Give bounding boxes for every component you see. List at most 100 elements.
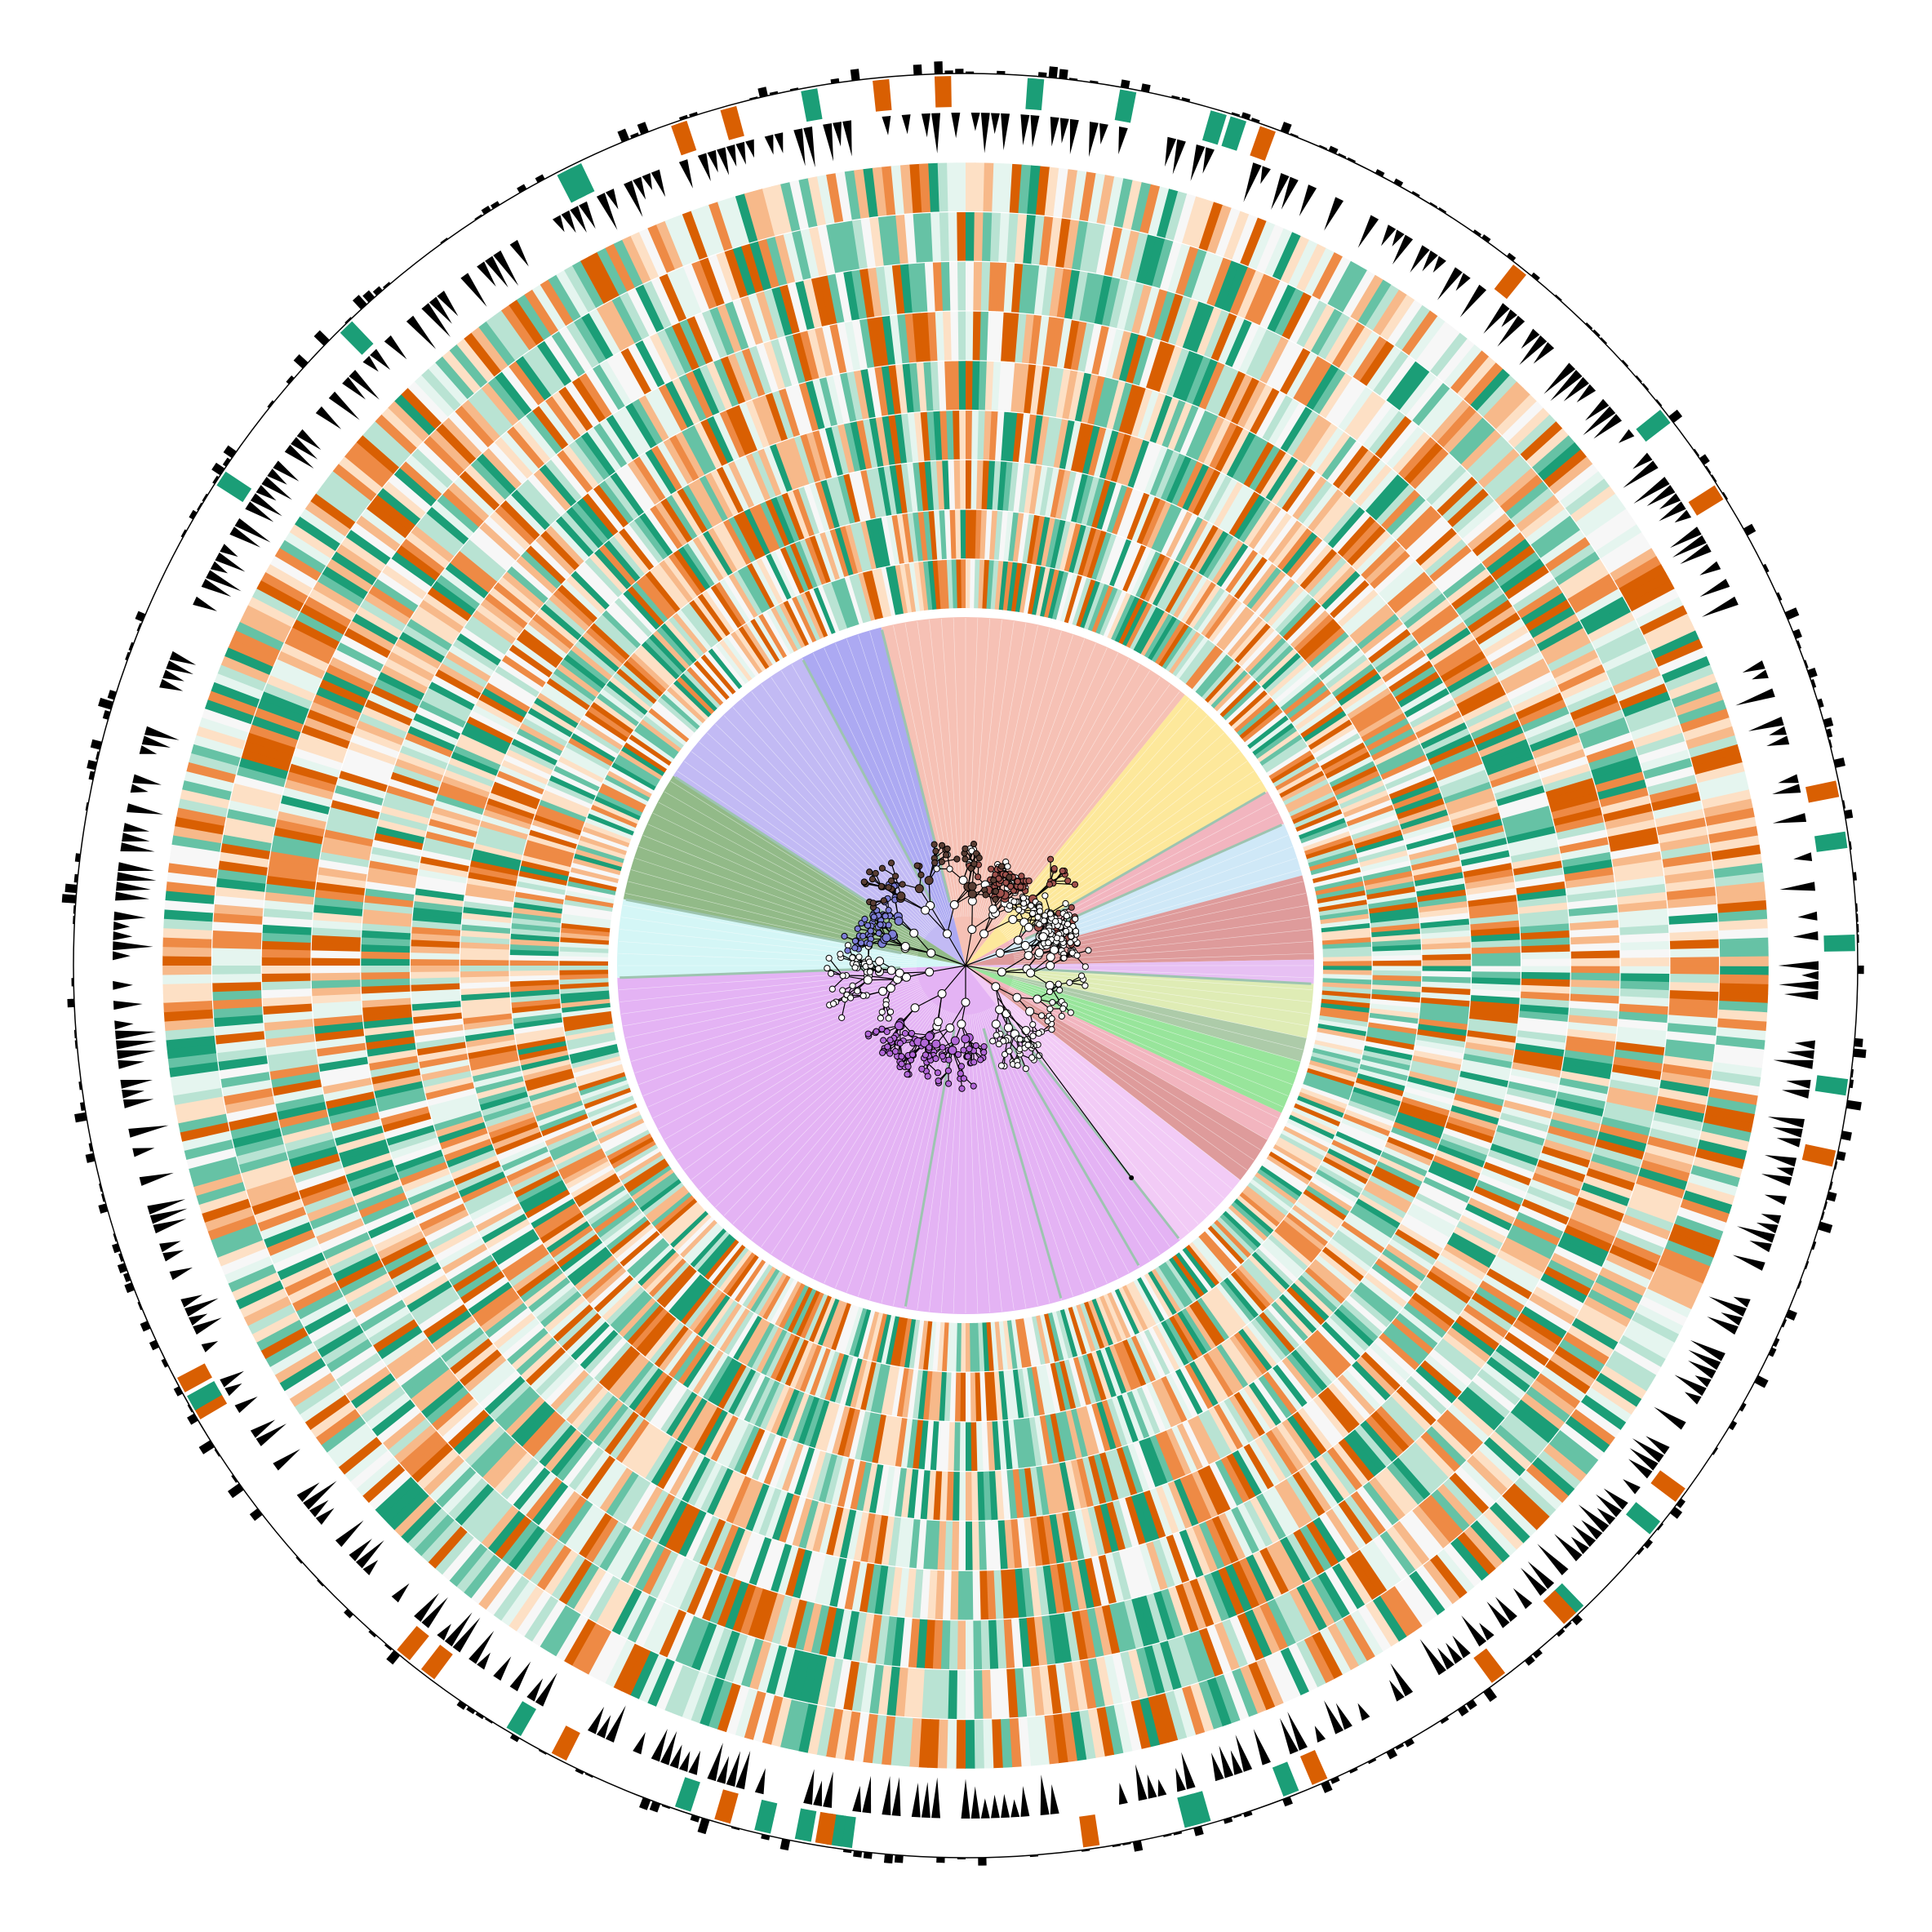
- leaf-line: [982, 1011, 1085, 1293]
- heatmap-cell: [1251, 1251, 1290, 1290]
- heatmap-cell: [1406, 1081, 1455, 1100]
- heatmap-cell: [803, 1397, 825, 1446]
- heatmap-cell: [582, 826, 630, 847]
- heatmap-cell: [1130, 549, 1157, 596]
- heatmap-cell: [572, 858, 621, 876]
- heatmap-cell: [1229, 1335, 1263, 1379]
- heatmap-cell: [837, 1407, 855, 1456]
- heatmap-cell: [1050, 1362, 1066, 1412]
- heatmap-cell: [1188, 648, 1224, 690]
- heatmap-cell: [1368, 1175, 1415, 1204]
- heatmap-cell: [822, 584, 844, 632]
- heatmap-cell: [1175, 516, 1204, 563]
- heatmap-cell: [560, 1237, 603, 1272]
- heatmap-cell: [1423, 1176, 1470, 1204]
- heatmap-cell: [660, 623, 697, 664]
- heatmap-cell: [791, 1288, 817, 1335]
- heatmap-cell: [1304, 835, 1352, 856]
- heatmap-cell: [946, 1322, 953, 1372]
- heatmap-cell: [562, 908, 612, 921]
- heatmap-cell: [566, 1246, 610, 1281]
- heatmap-cell: [1301, 1084, 1349, 1105]
- heatmap-cell: [708, 648, 743, 690]
- heatmap-cell: [1351, 1091, 1400, 1113]
- heatmap-cell: [621, 746, 665, 776]
- heatmap-cell: [932, 1321, 941, 1371]
- heatmap-cell: [1321, 998, 1370, 1009]
- clade-boundary-line: [1030, 967, 1312, 985]
- clade-boundary-line: [802, 659, 936, 909]
- heatmap-cell: [526, 839, 575, 859]
- heatmap-cell: [994, 1321, 1004, 1370]
- heatmap-cell: [623, 660, 664, 697]
- heatmap-cell: [582, 1263, 623, 1299]
- heatmap-cell: [506, 748, 553, 775]
- heatmap-cell: [1076, 475, 1095, 524]
- heatmap-cell: [463, 1018, 513, 1031]
- heatmap-cell: [715, 1246, 749, 1289]
- heatmap-cell: [627, 1304, 664, 1345]
- heatmap-cell: [1412, 1055, 1462, 1072]
- heatmap-cell: [609, 1219, 651, 1255]
- heatmap-cell: [1306, 1068, 1355, 1087]
- heatmap-cell: [1136, 1387, 1161, 1435]
- heatmap-cell: [1248, 637, 1286, 677]
- heatmap-cell: [1205, 597, 1238, 640]
- heatmap-cell: [1466, 1036, 1516, 1050]
- heatmap-ring: [460, 460, 1472, 1472]
- heatmap-cell: [563, 746, 609, 775]
- heatmap-cell: [1318, 1015, 1368, 1028]
- leaf-line: [824, 647, 946, 922]
- heatmap-cell: [549, 673, 593, 706]
- heatmap-cell: [1304, 627, 1346, 664]
- heatmap-cell: [1280, 677, 1322, 712]
- heatmap-cell: [761, 555, 788, 602]
- heatmap-cell: [855, 471, 872, 521]
- heatmap-cell: [865, 1413, 882, 1463]
- heatmap-cell: [664, 1271, 700, 1312]
- clade-boundary-line: [997, 1021, 1140, 1266]
- heatmap-cell: [1310, 1055, 1359, 1073]
- heatmap-cell: [1266, 1155, 1310, 1185]
- heatmap-cell: [1036, 1366, 1050, 1415]
- leaf-line: [621, 917, 917, 959]
- heatmap-cell: [1193, 527, 1224, 573]
- heatmap-cell: [1255, 1248, 1294, 1286]
- clade-boundary-line: [1005, 1016, 1180, 1240]
- heatmap-cell: [411, 965, 460, 972]
- heatmap-cell: [1155, 621, 1185, 665]
- leaf-line: [997, 699, 1190, 929]
- leaf-line: [835, 642, 948, 921]
- heatmap-cell: [1055, 1310, 1073, 1359]
- heatmap-cell: [1384, 1243, 1430, 1277]
- heatmap-cell: [953, 1422, 961, 1472]
- heatmap-cell: [546, 677, 591, 711]
- heatmap-cell: [560, 932, 610, 941]
- heatmap-cell: [1421, 936, 1471, 945]
- heatmap-cell: [1002, 461, 1014, 511]
- leaf-line: [1014, 970, 1312, 1002]
- heatmap-cell: [1301, 623, 1342, 660]
- heatmap-cell: [1281, 1130, 1327, 1157]
- heatmap-cell: [518, 870, 568, 886]
- heatmap-cell: [1184, 522, 1214, 568]
- heatmap-cell: [1035, 1315, 1050, 1364]
- heatmap-cell: [751, 560, 779, 606]
- heatmap-cell: [518, 1045, 568, 1061]
- heatmap-cell: [613, 672, 655, 708]
- heatmap-cell: [1311, 1051, 1360, 1069]
- heatmap-cell: [1259, 1312, 1295, 1353]
- heatmap-cell: [524, 1188, 571, 1219]
- heatmap-cell: [1268, 1368, 1303, 1411]
- heatmap-cell: [1420, 918, 1470, 929]
- heatmap-cell: [1420, 997, 1470, 1007]
- heatmap-cell: [1361, 1055, 1410, 1072]
- heatmap-cell: [1418, 900, 1468, 913]
- heatmap-cell: [574, 853, 623, 872]
- heatmap-cell: [1415, 1193, 1462, 1221]
- heatmap-cell: [488, 792, 537, 815]
- heatmap-cell: [886, 1366, 900, 1415]
- heatmap-cell: [571, 645, 613, 681]
- heatmap-cell: [1231, 1201, 1271, 1238]
